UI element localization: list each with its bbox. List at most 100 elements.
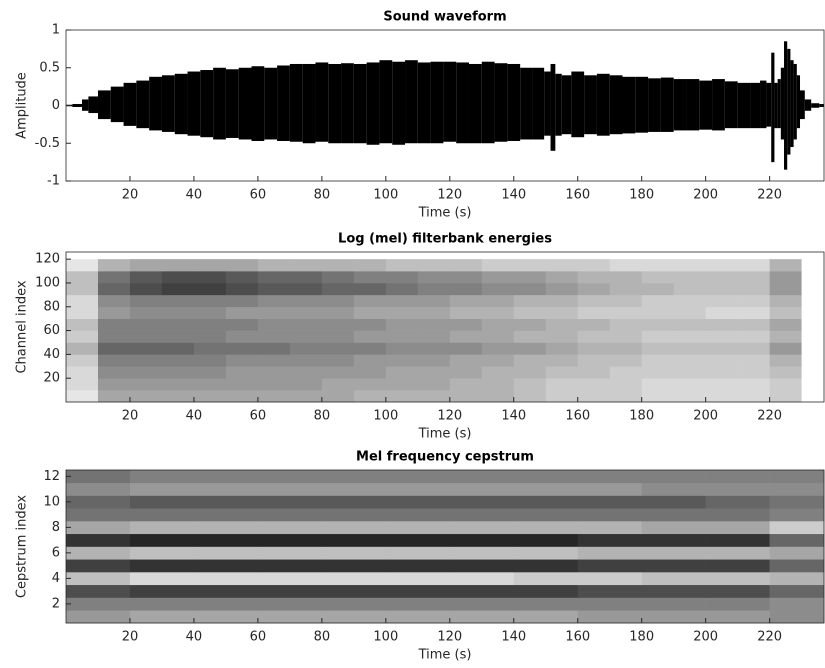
waveform-segment: [550, 63, 556, 151]
heatmap-cell: [577, 533, 642, 547]
heatmap-cell: [417, 318, 451, 331]
y-tick-label: 60: [43, 323, 60, 338]
waveform-segment: [571, 71, 585, 138]
y-axis-label: Amplitude: [15, 72, 30, 139]
x-tick-label: 60: [250, 409, 267, 424]
heatmap-cell: [353, 259, 387, 272]
heatmap-cell: [129, 572, 195, 586]
heatmap-cell: [705, 584, 770, 598]
x-tick-label: 160: [565, 630, 590, 645]
heatmap-cell: [385, 318, 419, 331]
x-tick-label: 120: [437, 409, 462, 424]
heatmap-cell: [513, 482, 579, 496]
waveform-segment: [302, 63, 316, 144]
heatmap-cell: [481, 282, 515, 296]
heatmap-cell: [801, 330, 825, 343]
waveform-segment: [544, 71, 551, 136]
heatmap-cell: [705, 271, 738, 284]
heatmap-cell: [97, 318, 131, 331]
heatmap-cell: [673, 306, 706, 319]
heatmap-cell: [737, 318, 770, 331]
x-tick-label: 220: [757, 188, 782, 203]
heatmap-cell: [545, 306, 579, 319]
waveform-segment: [793, 63, 797, 140]
heatmap-cell: [321, 597, 387, 611]
subplot: 20 40 60 80 100 120 140 160 180 200 220 20 40 60 80 100…: [15, 232, 825, 442]
heatmap-cell: [513, 378, 547, 391]
heatmap-cell: [257, 282, 291, 296]
waveform-segment: [161, 75, 175, 132]
heatmap-cell: [705, 572, 770, 586]
heatmap-cell: [129, 495, 195, 509]
heatmap-cell: [481, 342, 515, 355]
heatmap-cell: [769, 470, 825, 484]
heatmap-cell: [801, 318, 825, 331]
x-tick-label: 40: [186, 409, 203, 424]
heatmap-cell: [385, 342, 419, 355]
y-tick-label: -0.5: [35, 136, 60, 151]
heatmap-cell: [641, 318, 674, 331]
heatmap-cell: [385, 366, 419, 379]
axes-box: [65, 469, 825, 624]
heatmap-cell: [353, 271, 387, 284]
heatmap-cell: [193, 470, 259, 484]
heatmap-cell: [321, 546, 387, 560]
waveform-segment: [584, 75, 597, 135]
heatmap-cell: [513, 572, 579, 586]
heatmap-cell: [129, 354, 163, 367]
heatmap-cell: [545, 294, 579, 308]
heatmap-cell: [225, 390, 259, 403]
x-tick-label: 200: [693, 188, 718, 203]
waveform-segment: [72, 103, 82, 108]
heatmap-cell: [385, 294, 419, 308]
y-tick-label: 2: [52, 596, 60, 611]
waveform-segment: [238, 67, 252, 140]
waveform-segment: [648, 78, 661, 132]
heatmap-cell: [641, 306, 674, 319]
y-tick-label: 6: [52, 545, 60, 560]
waveform-segment: [609, 75, 623, 135]
heatmap-cell: [577, 294, 611, 308]
x-tick-label: 100: [373, 188, 398, 203]
heatmap-cell: [97, 330, 131, 343]
heatmap-cell: [449, 282, 483, 296]
heatmap-cell: [737, 366, 770, 379]
waveform-segment: [766, 82, 772, 127]
heatmap-cell: [545, 318, 579, 331]
heatmap-cell: [609, 294, 642, 308]
heatmap-cell: [66, 597, 131, 611]
y-tick-label: 8: [52, 520, 60, 535]
heatmap-cell: [289, 282, 323, 296]
heatmap-cell: [385, 533, 451, 547]
heatmap-cell: [705, 318, 738, 331]
waveform-segment: [712, 79, 725, 131]
heatmap-cell: [609, 271, 642, 284]
heatmap-cell: [577, 318, 611, 331]
heatmap-cell: [193, 533, 259, 547]
heatmap-cell: [769, 482, 825, 496]
heatmap-cell: [513, 259, 547, 272]
heatmap-cell: [289, 354, 323, 367]
heatmap-cell: [161, 271, 195, 284]
heatmap-cell: [577, 282, 611, 296]
heatmap-cell: [321, 521, 387, 535]
heatmap-cell: [289, 306, 323, 319]
heatmap-cell: [417, 366, 451, 379]
heatmap-cell: [129, 546, 195, 560]
heatmap-cell: [577, 482, 642, 496]
heatmap-cell: [577, 584, 642, 598]
heatmap-cell: [289, 366, 323, 379]
heatmap-cell: [577, 508, 642, 522]
heatmap-cell: [609, 342, 642, 355]
heatmap-cell: [737, 390, 770, 403]
heatmap-cell: [161, 259, 195, 272]
heatmap-cell: [193, 259, 227, 272]
heatmap-cell: [641, 546, 706, 560]
x-tick-label: 100: [373, 409, 398, 424]
heatmap-cell: [321, 390, 355, 403]
heatmap-cell: [449, 366, 483, 379]
x-tick-label: 120: [437, 188, 462, 203]
heatmap-cell: [513, 584, 579, 598]
heatmap-cell: [641, 495, 706, 509]
heatmap-cell: [481, 330, 515, 343]
